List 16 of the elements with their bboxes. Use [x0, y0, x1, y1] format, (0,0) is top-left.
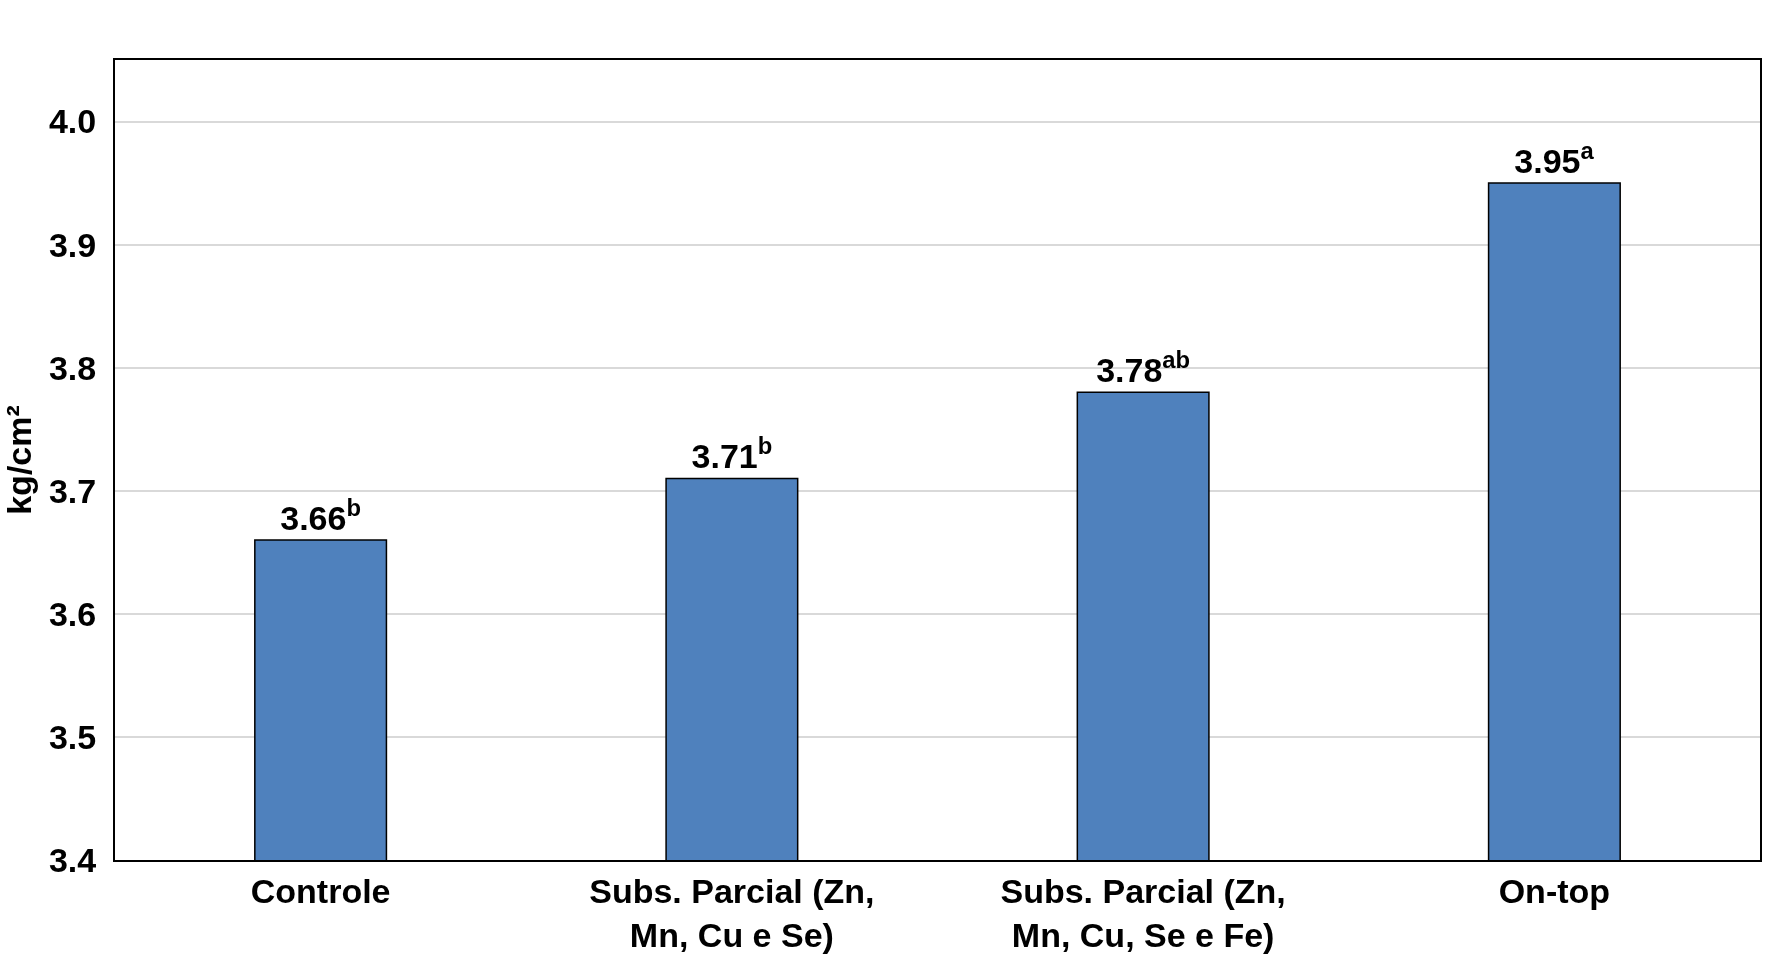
- x-tick-label: Subs. Parcial (Zn, Mn, Cu e Se): [589, 871, 875, 954]
- data-label: 3.66$^{b}$: [280, 493, 361, 537]
- y-tick-label: 3.6: [48, 594, 97, 633]
- y-tick-label: 3.4: [48, 840, 97, 879]
- x-tick-label: Controle: [250, 871, 391, 910]
- y-axis-title: kg/cm²: [0, 405, 38, 515]
- y-tick-label: 3.7: [48, 471, 97, 510]
- y-tick-label: 3.8: [48, 348, 97, 387]
- y-tick-label: 3.5: [48, 717, 97, 756]
- data-label: 3.95$^{a}$: [1514, 136, 1595, 181]
- y-tick-label: 3.9: [48, 225, 97, 264]
- x-tick-label: Subs. Parcial (Zn, Mn, Cu, Se e Fe): [1000, 871, 1286, 954]
- data-label: 3.71$^{b}$: [691, 432, 773, 476]
- y-tick-label: 4.0: [48, 102, 97, 141]
- data-label: 3.78$^{ab}$: [1096, 346, 1191, 390]
- x-tick-label: On-top: [1498, 871, 1611, 910]
